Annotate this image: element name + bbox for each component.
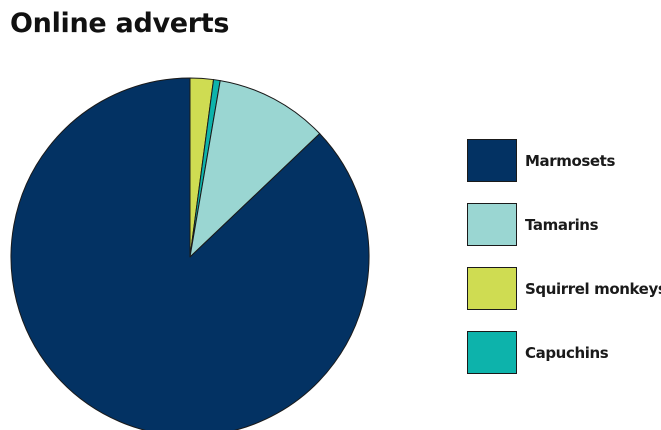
legend-label-capuchins: Capuchins (525, 343, 609, 362)
legend-item-tamarins: Tamarins (467, 202, 661, 247)
legend-swatch-tamarins (467, 203, 517, 246)
legend-item-capuchins: Capuchins (467, 330, 661, 375)
legend-swatch-squirrel-monkeys (467, 267, 517, 310)
pie-slice-marmosets (10, 77, 370, 430)
legend-label-squirrel-monkeys: Squirrel monkeys (525, 279, 661, 298)
legend-item-squirrel-monkeys: Squirrel monkeys (467, 266, 661, 311)
legend-swatch-marmosets (467, 139, 517, 182)
legend-item-marmosets: Marmosets (467, 138, 661, 183)
pie-slice-tamarins (189, 80, 321, 258)
legend-swatch-capuchins (467, 331, 517, 374)
legend-label-marmosets: Marmosets (525, 151, 615, 170)
chart-title: Online adverts (10, 8, 230, 39)
legend-label-tamarins: Tamarins (525, 215, 599, 234)
legend: Marmosets Tamarins Squirrel monkeys Capu… (467, 138, 661, 394)
